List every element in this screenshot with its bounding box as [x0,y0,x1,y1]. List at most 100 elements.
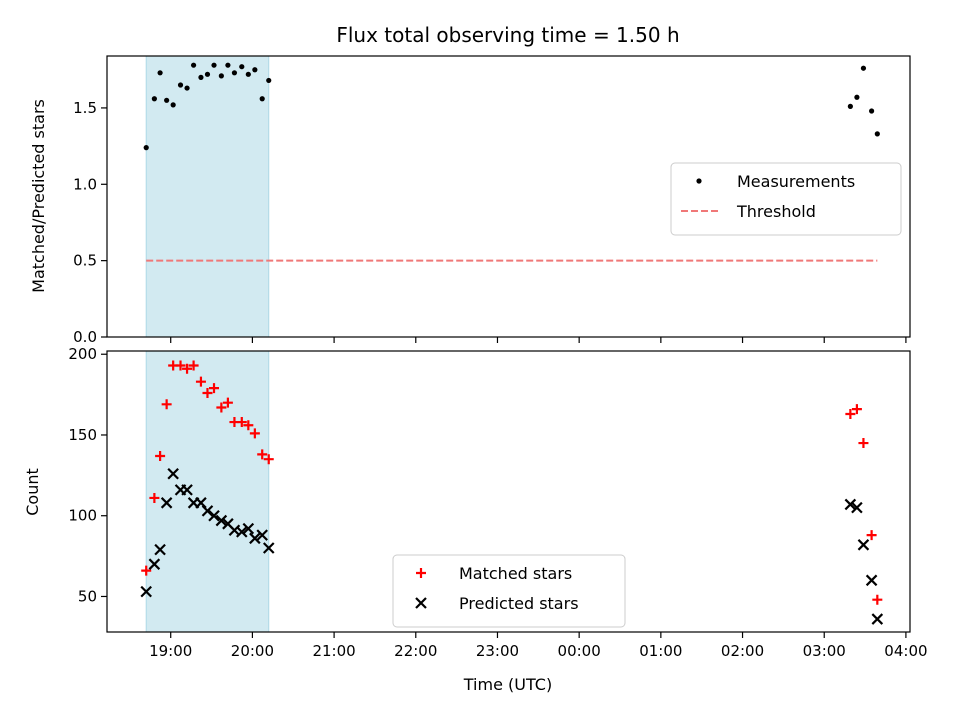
data-point [854,94,860,100]
y-tick-label: 0.5 [73,252,97,270]
panel-frame [106,55,911,338]
data-point [257,449,268,460]
data-point [860,65,867,71]
x-tick-label: 20:00 [231,642,274,660]
top-panel-y-axis-label: Matched/Predicted stars [29,99,48,293]
x-tick-label: 22:00 [394,642,437,660]
data-point [149,492,160,503]
legend-box [392,554,626,628]
observing-interval-shade [145,55,270,338]
data-point [143,145,149,151]
data-point [216,402,227,413]
data-point [209,383,220,394]
data-point [866,530,877,541]
data-point [141,565,152,576]
data-point [167,467,179,480]
data-point [242,522,255,535]
data-point [204,71,211,77]
data-point [236,526,248,538]
legend: Measurements Threshold [670,162,902,236]
data-point [847,103,853,109]
panel-frame [106,350,911,633]
data-point [208,509,220,522]
data-point [872,594,883,605]
data-point [140,585,152,598]
data-point [188,360,199,371]
x-tick-label: 23:00 [476,642,519,660]
data-point [218,73,224,79]
data-point [161,399,172,410]
data-point [225,62,231,68]
x-tick-label: 21:00 [312,642,355,660]
data-point [245,71,251,77]
data-point [266,77,272,84]
data-point [164,97,170,103]
series-predicted-stars [140,467,884,625]
x-tick-label: 04:00 [884,642,927,660]
legend-swatch [416,568,426,578]
data-point [184,85,190,91]
plot-layer: 0.0 0.5 1.0 1.5 Measurements Threshold 50 100 15… [68,55,928,660]
data-point [845,408,856,419]
data-point [851,501,863,514]
data-point [202,387,213,398]
data-point [871,613,884,625]
y-tick-label: 200 [68,345,97,363]
data-point [155,450,166,461]
data-point [160,497,173,509]
data-point [222,397,233,408]
panel-0: 0.0 0.5 1.0 1.5 Measurements Threshold [73,55,911,346]
data-point [198,74,204,80]
bottom-panel-y-axis-label: Count [23,468,42,516]
data-point [858,438,869,449]
y-tick-label: 1.0 [73,175,97,193]
y-tick-label: 100 [68,507,97,525]
data-point [170,102,176,108]
data-point [231,70,238,76]
y-tick-label: 1.5 [73,99,97,117]
data-point [256,529,268,541]
data-point [215,514,228,527]
data-point [263,454,274,465]
x-tick-label: 19:00 [149,642,192,660]
data-point [236,417,247,428]
x-tick-label: 00:00 [558,642,601,660]
legend-label: Threshold [736,202,816,221]
x-axis-label: Time (UTC) [463,675,552,694]
data-point [190,62,197,68]
legend-label: Measurements [737,172,855,191]
legend: Matched stars Predicted stars [392,554,626,628]
data-point [869,108,875,114]
data-point [865,574,878,587]
data-point [252,67,258,73]
data-point [181,484,193,496]
data-point [148,558,161,570]
panel-1: 50 100 150 200 19:00 20:00 21:00 22:00 23:00 00:0… [68,345,927,660]
data-point [154,543,166,556]
data-point [844,498,857,511]
y-tick-label: 50 [78,587,97,605]
data-point [857,539,870,551]
y-tick-label: 0.0 [73,328,97,346]
legend-swatch [696,178,702,184]
chart-title: Flux total observing time = 1.50 h [336,23,679,47]
data-point [195,376,206,387]
legend-swatch [415,597,427,609]
series-matched-stars [141,360,883,605]
legend-label: Predicted stars [459,594,579,613]
data-point [177,82,184,88]
data-point [157,70,163,76]
data-point [182,363,193,374]
x-tick-label: 02:00 [721,642,764,660]
legend-box [670,162,902,236]
y-tick-label: 150 [68,426,97,444]
legend-label: Matched stars [459,564,572,583]
data-point [851,404,862,415]
series-measurements [143,62,880,151]
data-point [211,62,217,68]
data-point [249,428,260,439]
data-point [259,96,265,102]
data-point [243,420,254,431]
